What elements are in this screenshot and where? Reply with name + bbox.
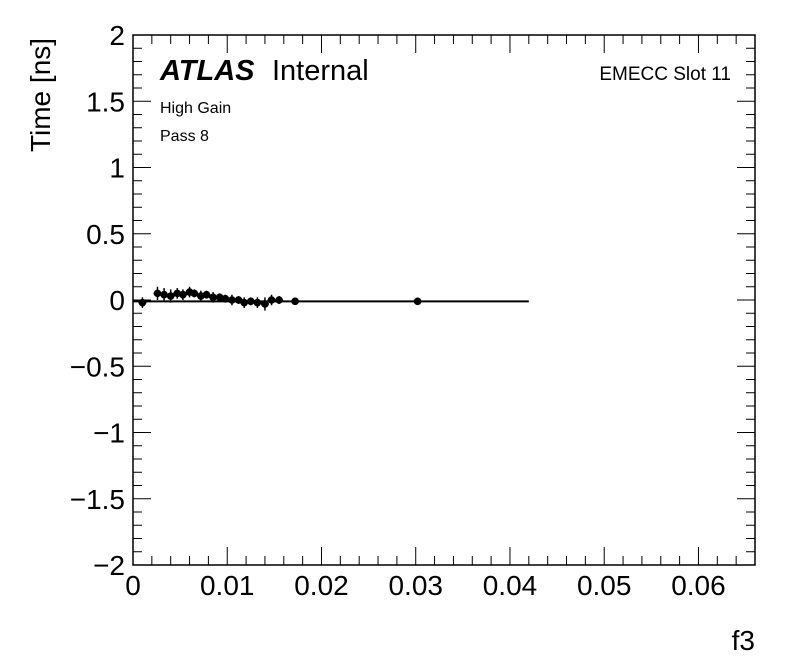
data-point [153, 286, 162, 300]
data-points [138, 286, 422, 311]
x-tick-label: 0.01 [200, 570, 255, 601]
data-point [209, 292, 218, 303]
y-tick-label: −0.5 [70, 351, 125, 382]
x-tick-label: 0.02 [294, 570, 349, 601]
data-point [202, 290, 211, 299]
data-point [160, 288, 169, 302]
x-tick-label: 0.03 [388, 570, 443, 601]
data-point [275, 296, 284, 304]
point-marker [202, 290, 211, 299]
point-marker [413, 297, 422, 306]
data-point [291, 297, 300, 306]
data-point [178, 289, 187, 300]
point-marker [190, 289, 199, 298]
point-marker [221, 294, 230, 303]
data-point [240, 297, 249, 308]
point-marker [160, 290, 168, 299]
point-marker [247, 297, 255, 306]
data-point [267, 294, 276, 306]
y-tick-label: 1.5 [86, 86, 125, 117]
point-marker [240, 298, 249, 307]
y-tick-label: 1 [109, 153, 125, 184]
x-axis-ticks: 0 0.01 0.02 0.03 0.04 0.05 0.06 [125, 35, 756, 601]
pass-label: Pass 8 [160, 128, 209, 145]
y-tick-label: −1 [93, 418, 125, 449]
x-tick-label: 0 [125, 570, 141, 601]
point-marker [253, 298, 262, 307]
point-marker [209, 293, 217, 302]
data-point [190, 289, 199, 298]
x-axis-title: f3 [732, 625, 755, 656]
x-tick-label: 0.04 [483, 570, 538, 601]
point-marker [275, 296, 283, 304]
data-point [138, 297, 147, 308]
y-axis-title: Time [ns] [25, 38, 56, 152]
point-marker [166, 292, 175, 300]
gain-label: High Gain [160, 100, 231, 117]
data-point [253, 297, 262, 308]
y-tick-label: −2 [93, 550, 125, 581]
slot-label: EMECC Slot 11 [599, 64, 731, 85]
point-marker [291, 297, 299, 306]
point-marker [153, 289, 162, 298]
data-point [221, 294, 230, 303]
y-tick-label: 0.5 [86, 219, 125, 250]
x-tick-label: 0.06 [671, 570, 726, 601]
data-point [260, 297, 269, 311]
data-point [246, 297, 255, 306]
y-tick-label: 0 [109, 285, 125, 316]
point-marker [138, 298, 147, 307]
data-point [413, 297, 422, 306]
point-marker [261, 300, 269, 308]
atlas-label: ATLAS [159, 55, 255, 87]
atlas-internal-label: Internal [272, 55, 369, 87]
point-marker [267, 296, 276, 304]
point-marker [179, 290, 187, 299]
data-point [166, 289, 175, 303]
y-tick-label: 2 [109, 20, 125, 51]
x-tick-label: 0.05 [577, 570, 632, 601]
y-axis-ticks: −2 −1.5 −1 −0.5 0 0.5 1 1.5 2 [70, 20, 755, 581]
y-tick-label: −1.5 [70, 484, 125, 515]
point-marker [228, 296, 236, 304]
